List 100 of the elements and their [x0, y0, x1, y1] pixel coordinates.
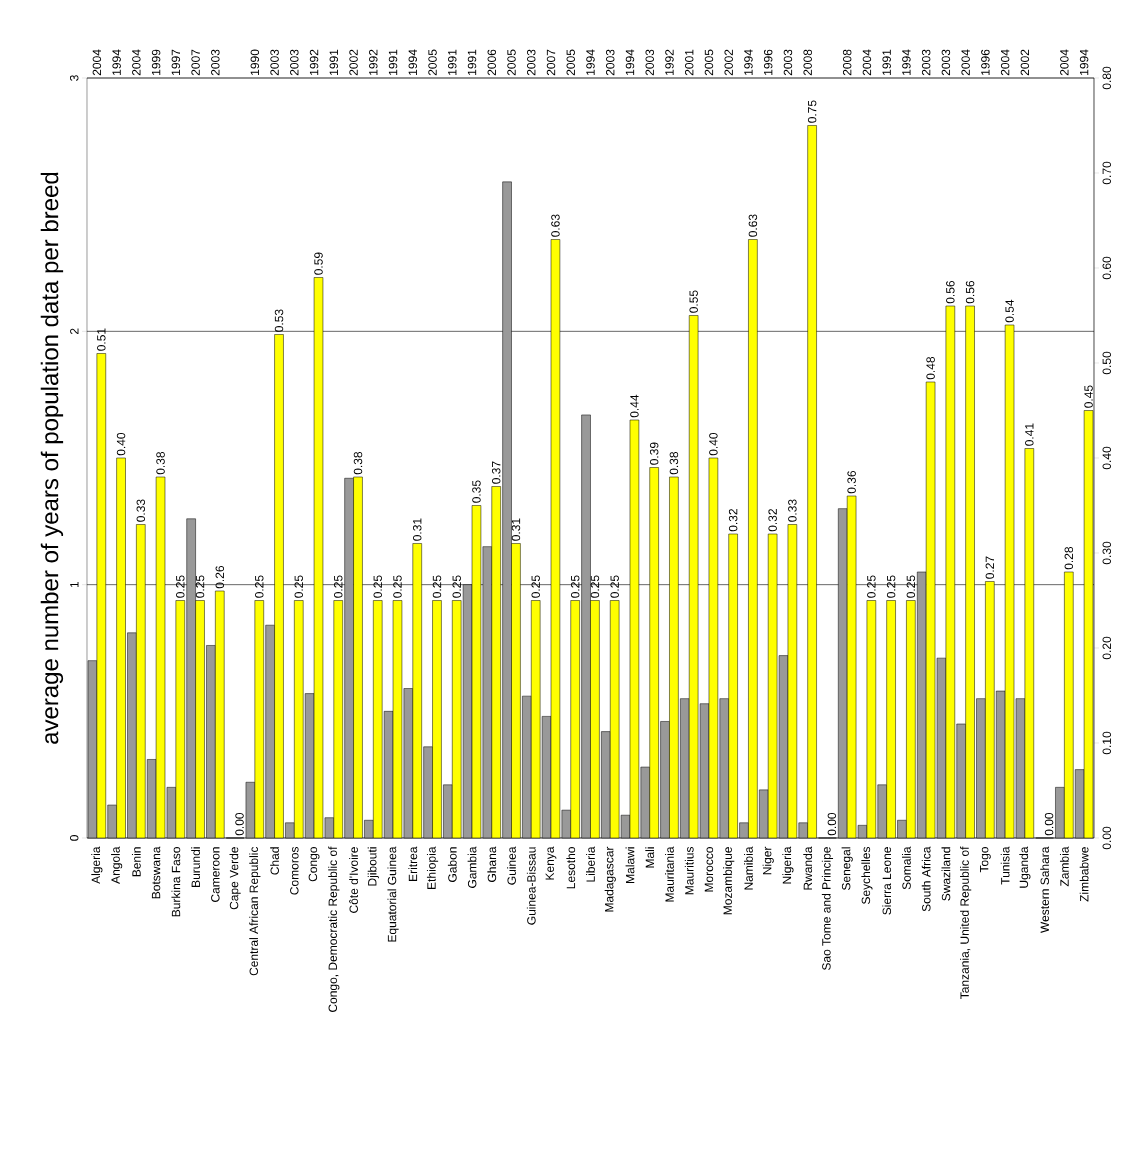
- data-label: 0.59: [314, 252, 323, 275]
- data-label: 0.25: [531, 575, 540, 598]
- x-tick-label: Mauritius: [684, 846, 694, 895]
- text: 1991: [448, 49, 457, 75]
- data-label: 0.38: [156, 451, 165, 475]
- text: 2003: [921, 49, 931, 76]
- data-label: 0.54: [1005, 299, 1014, 323]
- text: 2005: [566, 49, 575, 76]
- text: 1994: [408, 49, 418, 75]
- x-tick-label: Swaziland: [941, 847, 951, 901]
- data-label: 0.36: [847, 470, 856, 494]
- text: 2003: [527, 49, 536, 76]
- text: 2004: [132, 49, 141, 76]
- x-tick-label: Gabon: [447, 847, 457, 882]
- data-label: 0.63: [551, 214, 560, 237]
- x-tick-label: Algeria: [91, 846, 103, 884]
- data-label: 0.51: [97, 328, 106, 351]
- x-tick-label: Malawi: [625, 847, 635, 883]
- data-label: 0.25: [255, 575, 264, 598]
- data-label: 0.45: [1084, 385, 1093, 408]
- data-label: 0.25: [373, 575, 382, 598]
- x-tick-label: Sao Tome and Principe: [821, 847, 834, 971]
- x-tick-label: Burkina Faso: [171, 847, 181, 917]
- data-label: 0.38: [353, 451, 363, 475]
- x-tick-label: Tunisia: [1000, 846, 1010, 885]
- data-label: 0.40: [709, 432, 718, 456]
- y-tick-label: 3: [69, 75, 79, 81]
- text: 1994: [902, 49, 911, 75]
- data-label: 0.31: [511, 518, 521, 541]
- text: 1992: [369, 49, 378, 75]
- text: 1996: [981, 49, 990, 75]
- x-tick-label: Djibouti: [367, 847, 379, 886]
- data-label: 0.32: [768, 509, 777, 532]
- text: 2008: [842, 49, 852, 76]
- data-label: 0.00: [235, 812, 244, 836]
- text: 2006: [487, 49, 497, 76]
- data-label: 0.25: [867, 575, 876, 598]
- text: 1990: [250, 49, 260, 75]
- data-label: 0.35: [472, 480, 481, 503]
- y2-tick-label: 0.20: [1102, 636, 1112, 660]
- x-tick-label: Namibia: [744, 846, 753, 890]
- x-tick-label: Côte d'Ivoire: [349, 847, 358, 913]
- x-tick-label: Mauritania: [665, 846, 674, 902]
- x-tick-label: Cameroon: [211, 847, 220, 902]
- y2-tick-label: 0.30: [1102, 541, 1112, 565]
- data-label: 0.25: [886, 575, 896, 598]
- text: 2004: [862, 49, 872, 76]
- x-tick-label: Senegal: [841, 847, 853, 891]
- x-tick-label: Sierra Leone: [882, 847, 892, 915]
- data-label: 0.25: [610, 575, 619, 598]
- text: 1996: [763, 49, 773, 75]
- text: 2005: [507, 49, 516, 76]
- data-label: 0.00: [1044, 812, 1054, 836]
- data-label: 0.56: [946, 280, 955, 304]
- text: 2001: [684, 49, 694, 76]
- x-tick-label: Lesotho: [566, 847, 576, 889]
- x-tick-label: Central African Republic: [249, 846, 261, 976]
- text: 1991: [467, 49, 477, 75]
- text: 2003: [290, 49, 299, 76]
- x-tick-label: Madagascar: [604, 846, 616, 912]
- x-tick-label: South Africa: [921, 846, 931, 912]
- x-tick-label: Eritrea: [408, 846, 418, 881]
- text: 1991: [882, 49, 891, 75]
- text: 2003: [645, 49, 654, 76]
- text: 2007: [546, 49, 556, 76]
- data-label: 0.25: [195, 575, 205, 598]
- text: 2003: [211, 49, 220, 76]
- y-tick-label: 1: [70, 581, 79, 588]
- data-label: 0.25: [570, 575, 580, 598]
- y2-tick-label: 0.60: [1102, 256, 1112, 280]
- x-tick-label: Uganda: [1019, 846, 1031, 888]
- data-label: 0.25: [334, 575, 343, 598]
- data-label: 0.40: [116, 432, 126, 456]
- data-label: 0.31: [412, 518, 422, 541]
- x-tick-label: Zimbabwe: [1079, 847, 1089, 902]
- x-tick-label: Zambia: [1059, 846, 1069, 887]
- x-tick-label: Chad: [270, 847, 279, 875]
- text: 1991: [388, 49, 398, 75]
- x-tick-label: Angola: [111, 846, 123, 884]
- text: 1992: [665, 49, 674, 75]
- text: 1994: [625, 49, 635, 75]
- data-label: 0.25: [176, 575, 185, 598]
- y-axis-title: average number of years of population data per breed: [40, 172, 64, 744]
- data-label: 0.39: [649, 442, 659, 465]
- data-label: 0.32: [728, 509, 738, 532]
- text: 1994: [112, 49, 121, 75]
- y2-tick-label: 0.40: [1102, 446, 1112, 470]
- data-label: 0.63: [748, 214, 758, 237]
- data-label: 0.38: [669, 451, 679, 475]
- x-tick-label: Benin: [131, 847, 141, 877]
- x-tick-label: Gambia: [467, 846, 477, 888]
- x-tick-label: Togo: [980, 847, 991, 873]
- x-tick-label: Mali: [645, 847, 655, 868]
- x-tick-label: Somalia: [902, 846, 911, 890]
- x-tick-label: Guinea: [507, 846, 516, 885]
- x-tick-label: Ghana: [487, 846, 497, 882]
- text: 1991: [329, 49, 339, 75]
- data-label: 0.41: [1025, 423, 1034, 446]
- data-label: 0.25: [294, 575, 303, 598]
- data-label: 0.44: [630, 394, 639, 418]
